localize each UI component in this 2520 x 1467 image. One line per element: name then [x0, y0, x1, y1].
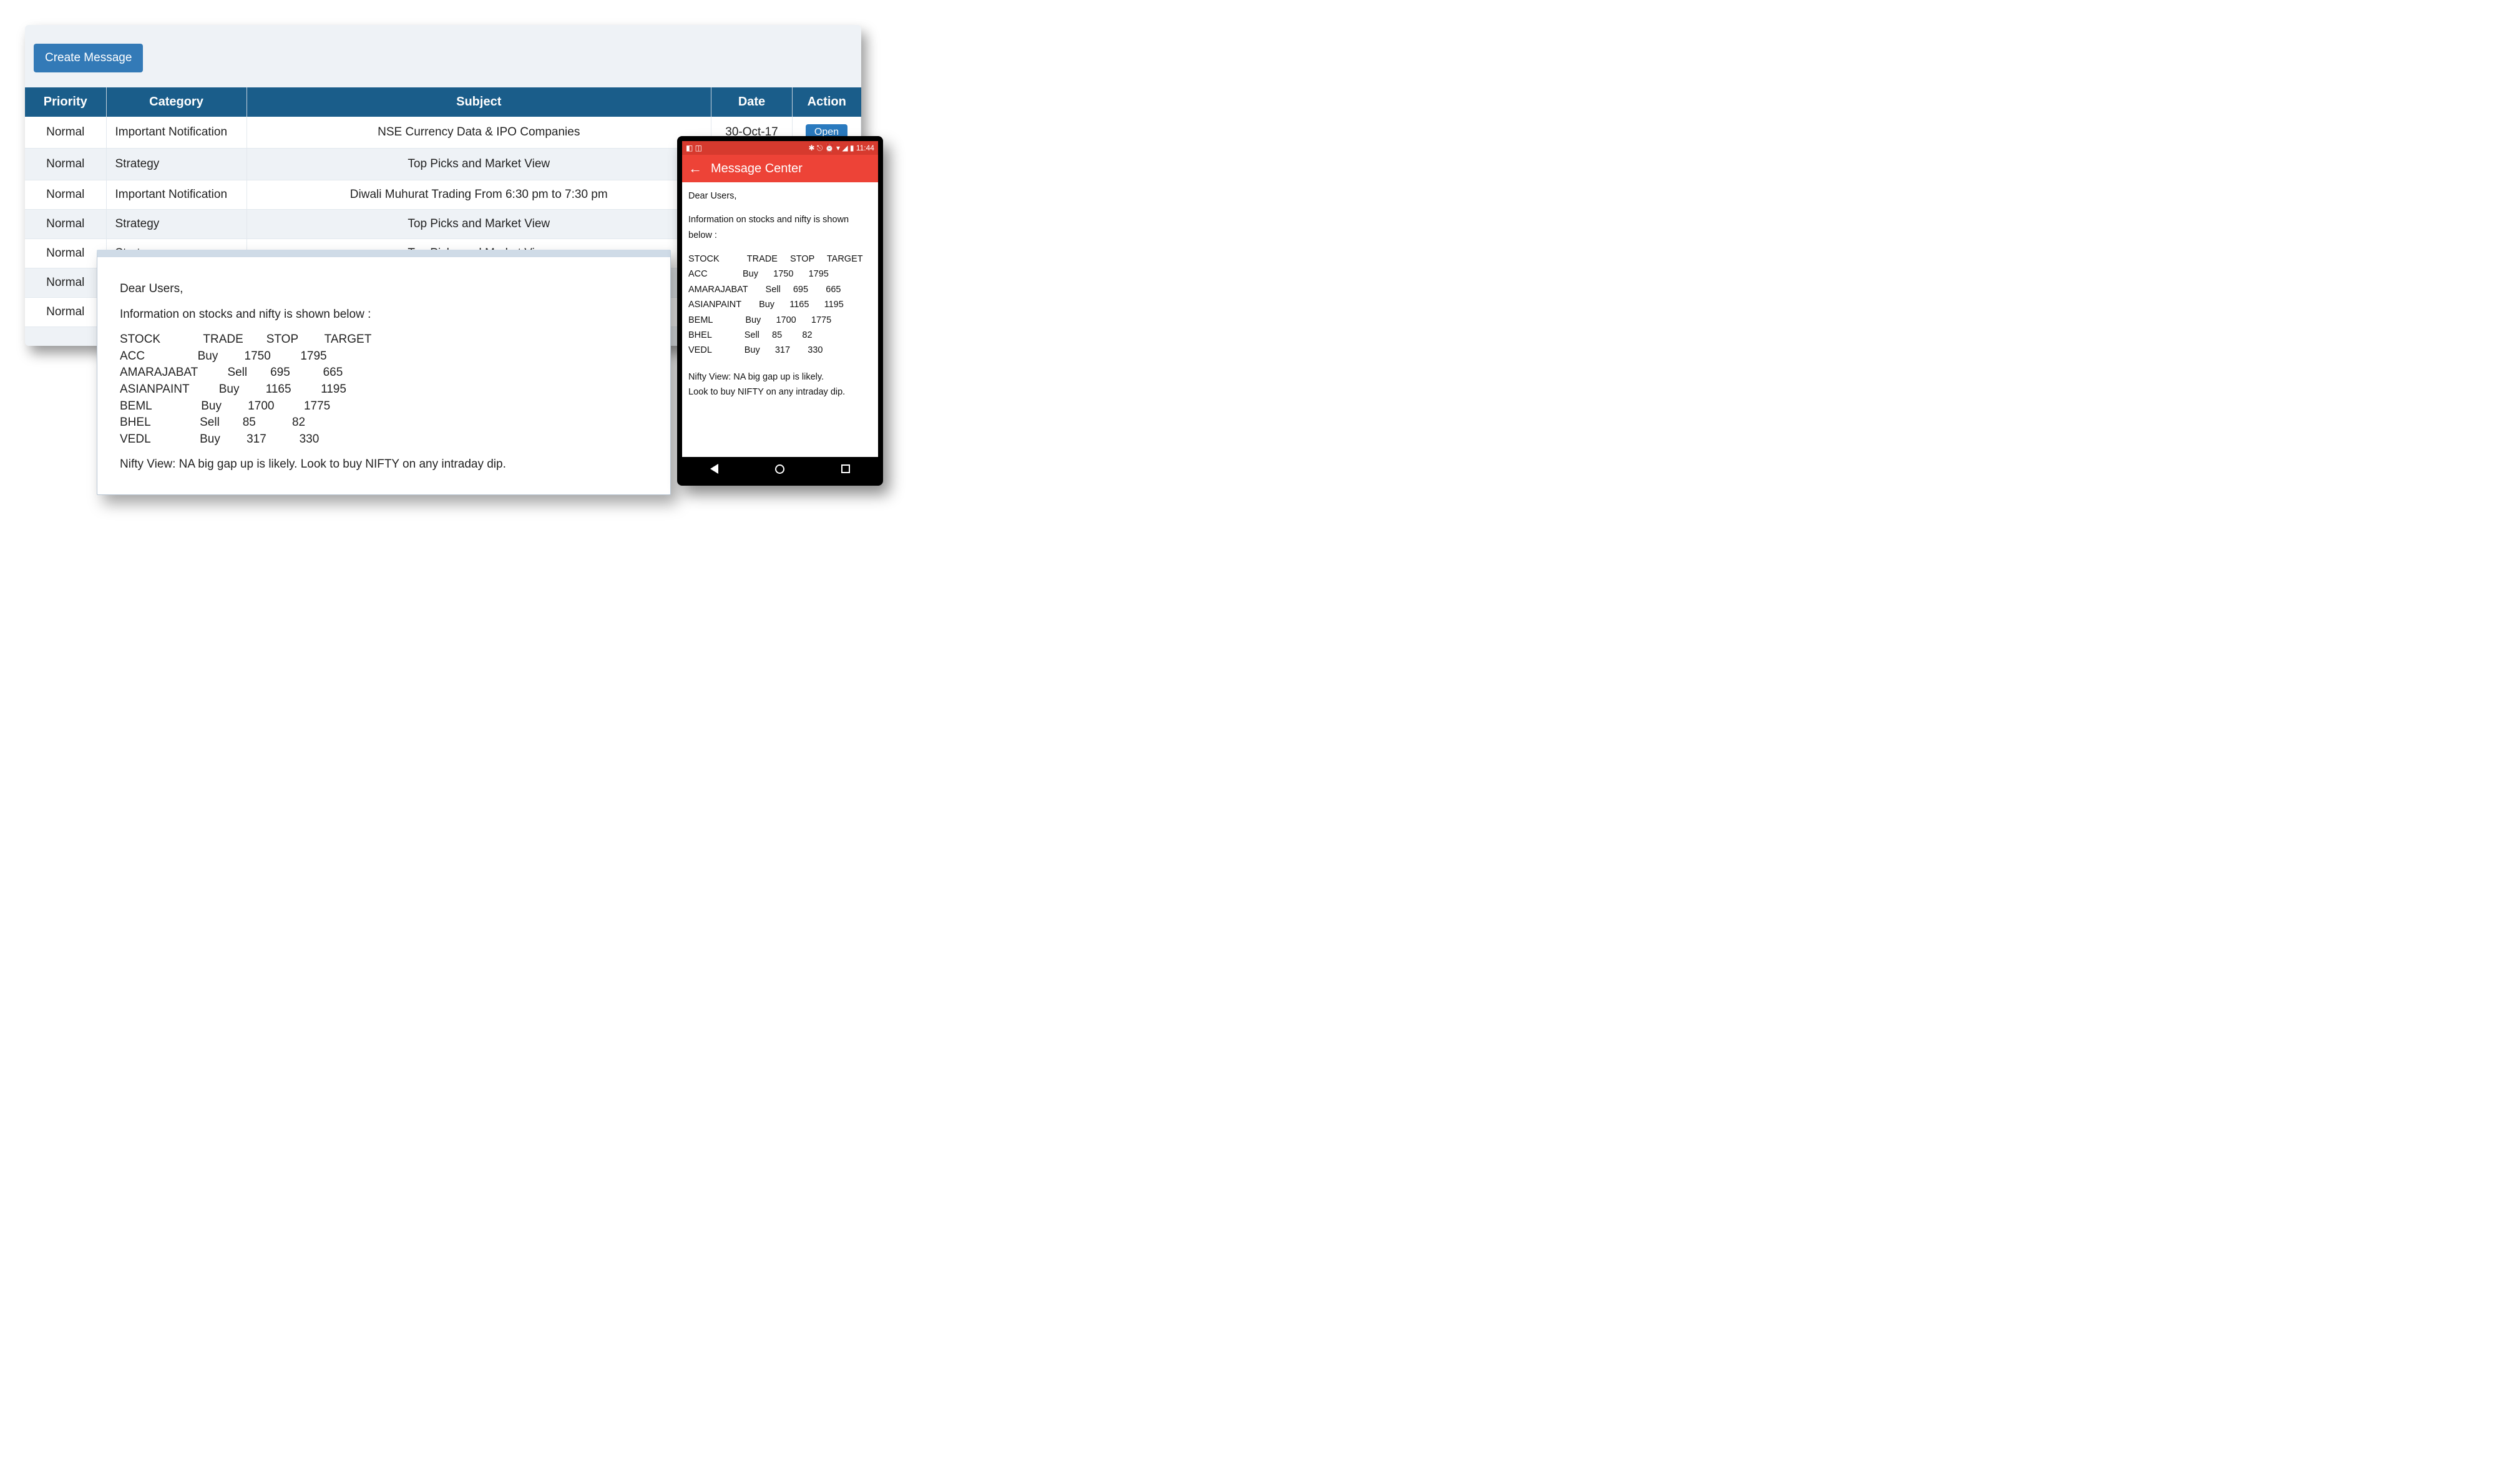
phone-screen: ◧ ◫ ✱ ⎋ ⏰ ▾ ◢ ▮ 11:44 ← Message Center D…	[682, 141, 878, 481]
cell-priority: Normal	[25, 117, 106, 149]
stock-row: STOCK TRADE STOP TARGET	[120, 331, 648, 348]
cell-category: Important Notification	[106, 117, 247, 149]
cell-priority: Normal	[25, 180, 106, 210]
cell-priority: Normal	[25, 239, 106, 268]
cell-subject: Top Picks and Market View	[247, 149, 711, 180]
col-category: Category	[106, 87, 247, 117]
status-right-icons: ✱ ⎋ ⏰ ▾ ◢ ▮ 11:44	[809, 144, 875, 153]
back-arrow-icon[interactable]: ←	[688, 160, 702, 177]
cell-category: Important Notification	[106, 180, 247, 210]
phone-stock-row: BEML Buy 1700 1775	[688, 313, 872, 328]
stock-row: ACC Buy 1750 1795	[120, 348, 648, 365]
phone-stock-row: AMARAJABAT Sell 695 665	[688, 282, 872, 297]
phone-footer-1: Nifty View: NA big gap up is likely.	[688, 370, 872, 385]
phone-title: Message Center	[711, 162, 803, 176]
message-footer: Nifty View: NA big gap up is likely. Loo…	[120, 456, 648, 473]
phone-stock-row: BHEL Sell 85 82	[688, 328, 872, 343]
message-greeting: Dear Users,	[120, 281, 648, 298]
create-message-button[interactable]: Create Message	[34, 44, 143, 72]
message-preview-panel: Dear Users, Information on stocks and ni…	[97, 250, 671, 495]
nav-recents-icon[interactable]	[841, 464, 850, 473]
phone-intro: Information on stocks and nifty is shown…	[688, 212, 872, 243]
col-priority: Priority	[25, 87, 106, 117]
mobile-preview: ◧ ◫ ✱ ⎋ ⏰ ▾ ◢ ▮ 11:44 ← Message Center D…	[677, 136, 883, 486]
stock-row: BEML Buy 1700 1775	[120, 398, 648, 415]
nav-home-icon[interactable]	[775, 464, 784, 474]
cell-priority: Normal	[25, 149, 106, 180]
cell-priority: Normal	[25, 298, 106, 327]
cell-priority: Normal	[25, 268, 106, 298]
phone-message-body: Dear Users, Information on stocks and ni…	[682, 182, 878, 457]
table-header-row: Priority Category Subject Date Action	[25, 87, 861, 117]
phone-greeting: Dear Users,	[688, 189, 872, 204]
phone-stock-row: ACC Buy 1750 1795	[688, 267, 872, 282]
cell-subject: NSE Currency Data & IPO Companies	[247, 117, 711, 149]
phone-stock-row: ASIANPAINT Buy 1165 1195	[688, 297, 872, 312]
col-action: Action	[793, 87, 861, 117]
status-left-icons: ◧ ◫	[686, 144, 702, 152]
phone-nav-bar	[682, 457, 878, 481]
nav-back-icon[interactable]	[710, 464, 718, 474]
stock-row: BHEL Sell 85 82	[120, 415, 648, 431]
cell-priority: Normal	[25, 210, 106, 239]
col-date: Date	[711, 87, 793, 117]
cell-subject: Top Picks and Market View	[247, 210, 711, 239]
phone-status-bar: ◧ ◫ ✱ ⎋ ⏰ ▾ ◢ ▮ 11:44	[682, 141, 878, 155]
phone-footer-2: Look to buy NIFTY on any intraday dip.	[688, 385, 872, 400]
cell-subject: Diwali Muhurat Trading From 6:30 pm to 7…	[247, 180, 711, 210]
message-stock-table: STOCK TRADE STOP TARGETACC Buy 1750 1795…	[120, 331, 648, 448]
phone-app-bar: ← Message Center	[682, 155, 878, 182]
cell-category: Strategy	[106, 210, 247, 239]
phone-stock-table: STOCK TRADE STOP TARGETACC Buy 1750 1795…	[688, 252, 872, 358]
phone-stock-row: VEDL Buy 317 330	[688, 343, 872, 358]
phone-stock-row: STOCK TRADE STOP TARGET	[688, 252, 872, 267]
stock-row: VEDL Buy 317 330	[120, 431, 648, 448]
stock-row: AMARAJABAT Sell 695 665	[120, 365, 648, 381]
cell-category: Strategy	[106, 149, 247, 180]
message-intro: Information on stocks and nifty is shown…	[120, 307, 648, 323]
col-subject: Subject	[247, 87, 711, 117]
stock-row: ASIANPAINT Buy 1165 1195	[120, 381, 648, 398]
